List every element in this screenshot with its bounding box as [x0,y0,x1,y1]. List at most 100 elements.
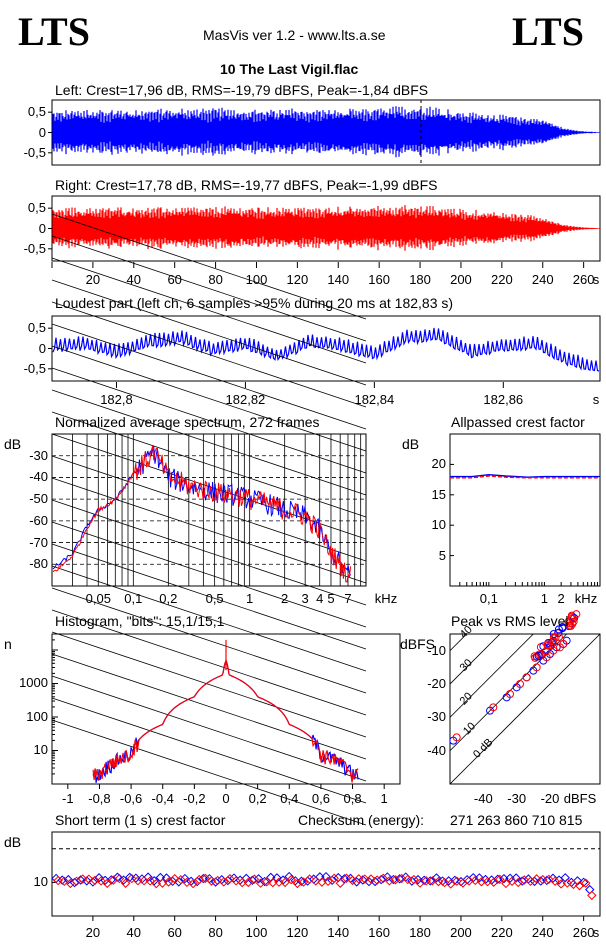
shortcrest-point-right [188,878,198,889]
peakrms-diagonal-label: 10 [461,720,478,737]
peakrms-diagonal [450,634,600,784]
shortcrest-point-left [511,873,521,883]
spectrum-xtick-label: 2 [281,591,289,606]
spectrum-slope-line [51,345,367,452]
shortcrest-xunit: s [592,925,600,940]
loudest-ytick-label: -0,5 [23,360,46,376]
shortcrest-point-left [112,872,123,882]
shortcrest-point-right [476,877,487,887]
shortcrest-point-right [145,876,155,886]
shortcrest-point-right [550,876,560,886]
histogram-xtick-label: 0,4 [280,791,299,806]
loudest-xtick-label: 182,86 [483,392,524,407]
shortcrest-point-right [366,874,376,884]
histogram-title: Histogram, "bits": 15,1/15,1 [55,613,225,629]
shortcrest-point-right [519,875,530,885]
allpass-right [450,475,600,479]
shortcrest-point-left [474,873,485,883]
histogram-xtick-label: -1 [62,791,74,806]
shortcrest-point-right [427,876,438,886]
spectrum-slope-line [51,719,367,826]
spectrum-xtick-label: 3 [301,591,309,606]
peakrms-ytick-label: -20 [427,676,446,691]
peakrms-point-right [522,673,531,682]
shortcrest-point-left [124,872,135,883]
shortcrest-point-right [176,874,186,885]
histogram-ylabel: n [4,636,12,652]
shortcrest-point-right [243,877,254,888]
histogram-xtick-label: -0,8 [88,791,111,806]
peakrms-point-right [506,690,514,698]
spectrum-xtick-label: 0,1 [124,591,143,606]
shortcrest-point-right [261,877,272,887]
spectrum-slope-line [51,323,367,430]
shortcrest-point-right [274,877,284,887]
shortcrest-xtick-label: 40 [126,925,142,940]
shortcrest-point-right [323,876,333,887]
shortcrest-xtick-label: 120 [286,925,309,940]
shortcrest-point-right [102,878,112,889]
peakrms-point-cluster [572,610,581,619]
spectrum-slope-line [51,477,367,584]
spectrum-slope-line [51,653,367,760]
shortcrest-point-left [149,876,159,886]
shortcrest-point-right [329,873,339,883]
shortcrest-point-right [531,874,542,884]
shortcrest-point-right [182,877,192,888]
peakrms-xtick-label: -30 [507,791,527,806]
shortcrest-point-right [354,874,364,884]
loudest-xtick-label: 182,84 [354,392,395,407]
peakrms-point-cluster [543,640,552,649]
shortcrest-xtick-label: 100 [245,925,268,940]
file-title: 10 The Last Vigil.flac [220,61,359,77]
shortcrest-point-right [396,873,407,884]
loudest-ytick-label: 0,5 [27,320,46,336]
peakrms-point-right [452,733,461,742]
histogram-xtick-label: -0,2 [183,791,206,806]
peakrms-diagonal-label: 0 dB [471,736,495,760]
time-axis-label: 240 [531,272,554,287]
shortcrest-point-right [378,873,388,884]
peakrms-ytick-label: -10 [427,642,446,658]
shortcrest-point-right [163,877,174,887]
histogram-xtick-label: 0,2 [248,791,267,806]
left-wave-signal [52,106,600,158]
app-title: MasVis ver 1.2 - www.lts.a.se [203,27,386,43]
peakrms-diagonal [450,634,534,718]
loudest-xtick-label: 182,82 [225,392,266,407]
time-axis-label: 80 [208,272,223,287]
right-wave-title: Right: Crest=17,78 dB, RMS=-19,77 dBFS, … [55,177,438,193]
checksum-value: 271 263 860 710 815 [450,812,583,828]
shortcrest-xtick-label: 20 [85,925,101,940]
shortcrest-point-right [439,877,450,888]
left-wave-ytick-label: 0 [38,124,46,140]
loudest-xtick-label: 182,8 [100,392,133,407]
shortcrest-point-left [578,877,589,888]
left-wave-ytick-label: -0,5 [23,144,46,160]
spectrum-xtick-label: 0,05 [85,591,111,606]
spectrum-title: Normalized average spectrum, 272 frames [55,414,320,430]
peakrms-point-cluster [566,621,575,630]
peakrms-ylabel: dBFS [400,636,436,652]
spectrum-slope-line [51,631,367,738]
shortcrest-point-left [431,873,442,883]
time-axis-label: 140 [327,272,350,287]
allpass-xtick-label: 1 [540,591,549,606]
shortcrest-point-right [133,876,143,886]
spectrum-slope-line [51,521,367,628]
loudest-ytick-label: 0 [38,340,46,356]
shortcrest-point-right [409,874,419,885]
shortcrest-point-right [114,873,125,884]
shortcrest-xtick-label: 260 [572,925,595,940]
shortcrest-xtick-label: 200 [450,925,472,940]
allpass-ylabel: dB [402,436,420,452]
shortcrest-point-right [311,876,321,886]
shortcrest-point-right [249,874,260,884]
shortcrest-point-right [495,874,505,885]
histogram-xtick-label: 0,8 [343,791,362,806]
shortcrest-point-right [341,873,352,883]
allpass-ytick-label: 10 [431,517,446,533]
time-axis-label: 100 [245,272,268,287]
shortcrest-point-right [90,875,100,886]
